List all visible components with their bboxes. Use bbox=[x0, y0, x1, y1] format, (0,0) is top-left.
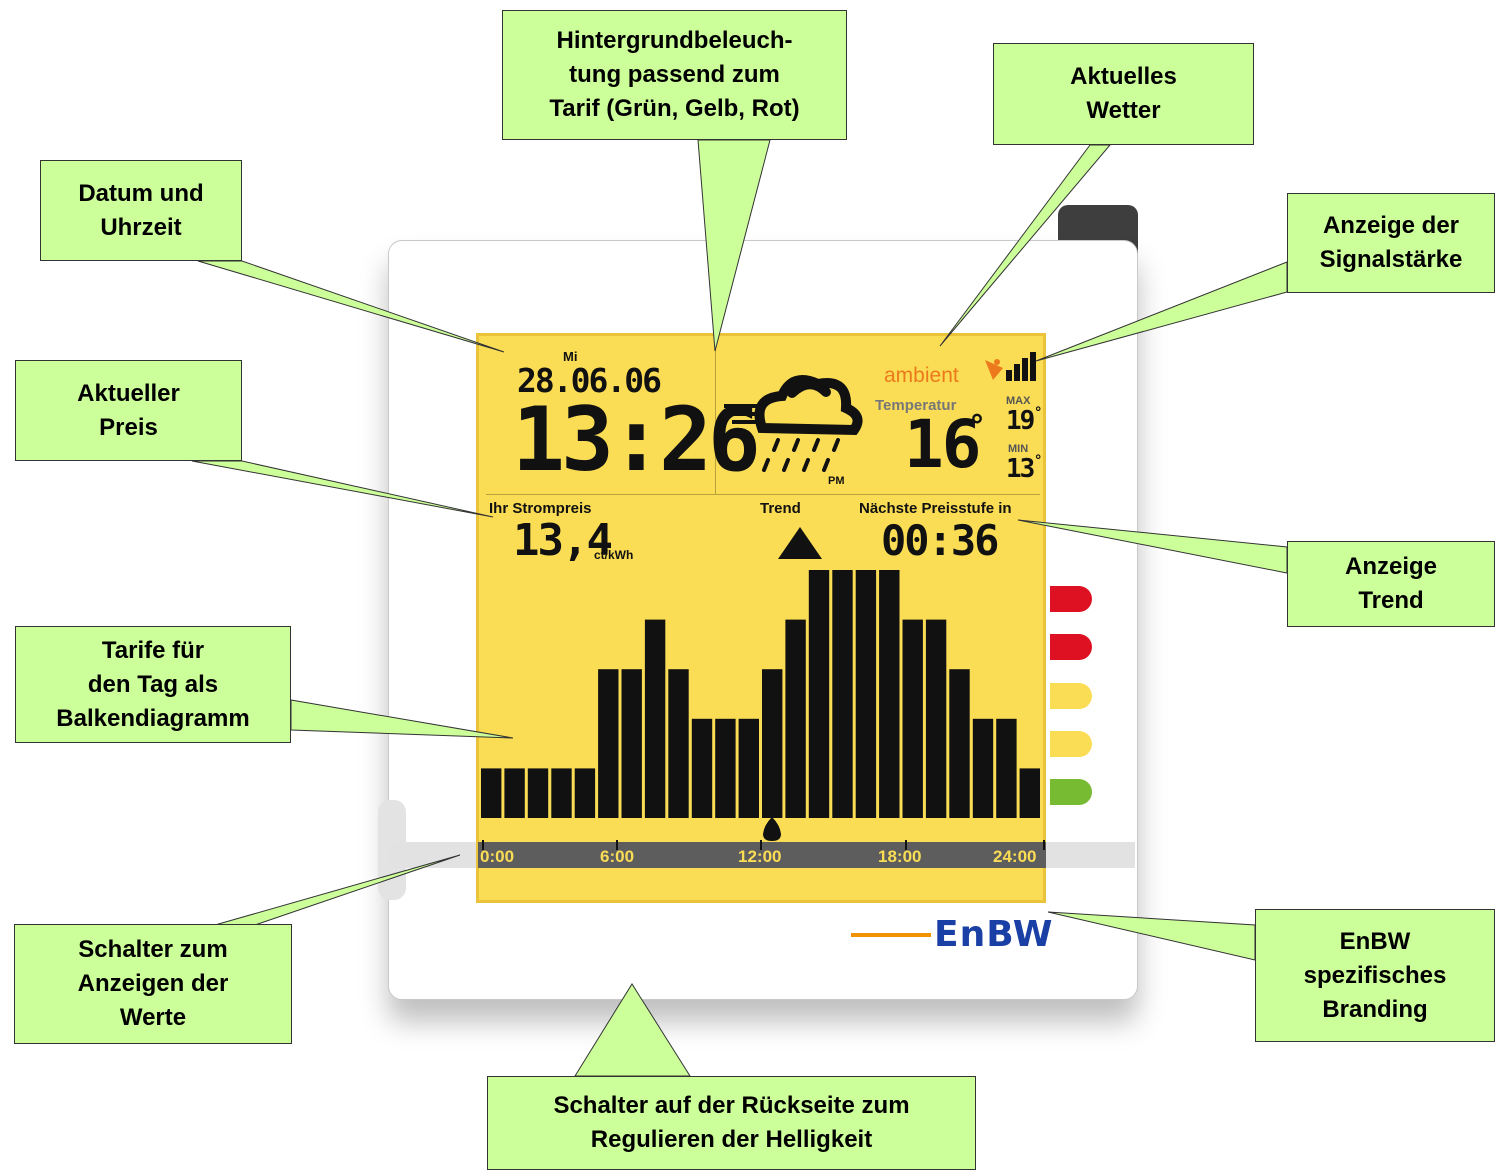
time-axis-label: 6:00 bbox=[600, 847, 635, 866]
pointer-preis bbox=[191, 460, 494, 518]
tariff-led bbox=[1050, 586, 1092, 612]
antenna-icon bbox=[985, 359, 1003, 380]
brand-line bbox=[851, 933, 931, 937]
min-temperature: 13 bbox=[1006, 454, 1035, 484]
arrow-up-icon bbox=[778, 527, 822, 559]
time-axis-tick bbox=[616, 840, 618, 850]
temperature-label: Temperatur bbox=[875, 397, 957, 414]
price-value: 13,4 bbox=[513, 515, 613, 566]
current-time-marker bbox=[763, 817, 781, 841]
max-temperature: 19 bbox=[1006, 406, 1035, 436]
tariff-bar-4 bbox=[574, 768, 596, 818]
next-level-label: Nächste Preisstufe in bbox=[859, 500, 1012, 517]
pointer-hintergrund bbox=[697, 139, 771, 352]
tariff-bar-16 bbox=[855, 570, 877, 818]
signal-strength-icon bbox=[1006, 352, 1036, 381]
pm-label: PM bbox=[828, 475, 845, 487]
time-axis-label: 24:00 bbox=[993, 847, 1037, 866]
callout-trend: Anzeige Trend bbox=[1287, 541, 1495, 627]
callout-preis: Aktueller Preis bbox=[15, 360, 242, 461]
tariff-bar-11 bbox=[738, 718, 759, 818]
tariff-led bbox=[1050, 779, 1092, 805]
callout-tarife: Tarife für den Tag als Balkendiagramm bbox=[15, 626, 291, 743]
tariff-bar-chart bbox=[481, 570, 1040, 818]
temperature-unit: ° bbox=[968, 409, 986, 444]
pointer-wetter bbox=[939, 144, 1112, 347]
tariff-bar-2 bbox=[527, 768, 549, 818]
pointer-signal bbox=[1035, 261, 1288, 362]
tariff-bar-10 bbox=[715, 718, 736, 818]
price-label: Ihr Strompreis bbox=[489, 500, 592, 517]
tariff-bar-15 bbox=[832, 570, 853, 818]
tariff-bar-22 bbox=[996, 718, 1017, 818]
tariff-bar-5 bbox=[598, 669, 619, 818]
min-label: MIN bbox=[1008, 443, 1029, 455]
time-display: 13:26 bbox=[512, 388, 761, 491]
tariff-bar-18 bbox=[902, 619, 923, 818]
callout-signal: Anzeige der Signalstärke bbox=[1287, 193, 1495, 293]
tariff-bar-12 bbox=[762, 669, 783, 818]
pointer-datum bbox=[197, 260, 505, 353]
tariff-bar-23 bbox=[1019, 768, 1040, 818]
callout-schalter: Schalter zum Anzeigen der Werte bbox=[14, 924, 292, 1044]
tariff-bar-3 bbox=[551, 768, 572, 818]
time-axis-tick bbox=[1043, 840, 1045, 850]
callout-datum: Datum und Uhrzeit bbox=[40, 160, 242, 261]
pointer-schalter bbox=[207, 854, 461, 928]
pointer-branding bbox=[1047, 911, 1256, 961]
tariff-bar-21 bbox=[972, 718, 994, 818]
tariff-bar-0 bbox=[481, 768, 502, 818]
time-axis-label: 18:00 bbox=[878, 847, 922, 866]
tariff-led bbox=[1050, 634, 1092, 660]
pointer-tarife bbox=[290, 699, 514, 739]
callout-hintergrund: Hintergrundbeleuch- tung passend zum Tar… bbox=[502, 10, 847, 140]
weekday-label: Mi bbox=[563, 349, 578, 364]
date-display: 28.06.06 bbox=[517, 361, 662, 400]
pointer-rueckseite bbox=[574, 983, 691, 1077]
max-label: MAX bbox=[1006, 395, 1031, 407]
tariff-bar-7 bbox=[644, 619, 666, 818]
min-degree: ° bbox=[1034, 453, 1043, 469]
time-axis-tick bbox=[760, 840, 762, 850]
time-axis-tick bbox=[905, 840, 907, 850]
time-axis-tick bbox=[482, 840, 484, 850]
cloud-rain-icon bbox=[724, 375, 863, 472]
max-degree: ° bbox=[1034, 405, 1043, 421]
tariff-bar-9 bbox=[691, 718, 713, 818]
tariff-led bbox=[1050, 731, 1092, 757]
tariff-bar-19 bbox=[925, 619, 947, 818]
tariff-bar-17 bbox=[879, 570, 900, 818]
callout-rueckseite: Schalter auf der Rückseite zum Reguliere… bbox=[487, 1076, 976, 1170]
time-axis-label: 12:00 bbox=[738, 847, 782, 866]
display-divider-horizontal bbox=[486, 494, 1040, 495]
tariff-bar-1 bbox=[504, 768, 525, 818]
next-level-countdown: 00:36 bbox=[881, 516, 999, 565]
temperature-value: 16 bbox=[904, 406, 981, 483]
tariff-bar-8 bbox=[668, 669, 689, 818]
callout-wetter: Aktuelles Wetter bbox=[993, 43, 1254, 145]
tariff-led bbox=[1050, 683, 1092, 709]
trend-label: Trend bbox=[760, 500, 801, 517]
time-axis-bar bbox=[478, 842, 1046, 868]
tariff-bar-14 bbox=[808, 570, 830, 818]
display-divider-vertical bbox=[715, 336, 716, 494]
tariff-bar-20 bbox=[949, 669, 970, 818]
time-axis-label: 0:00 bbox=[480, 847, 515, 866]
enbw-logo: EnBW bbox=[934, 914, 1054, 955]
tariff-bar-6 bbox=[621, 669, 642, 818]
pointer-trend bbox=[1017, 519, 1288, 574]
callout-branding: EnBW spezifisches Branding bbox=[1255, 909, 1495, 1042]
price-unit: ct/kWh bbox=[594, 548, 634, 562]
tariff-bar-13 bbox=[785, 619, 806, 818]
ambient-brand: ambient bbox=[884, 364, 959, 387]
